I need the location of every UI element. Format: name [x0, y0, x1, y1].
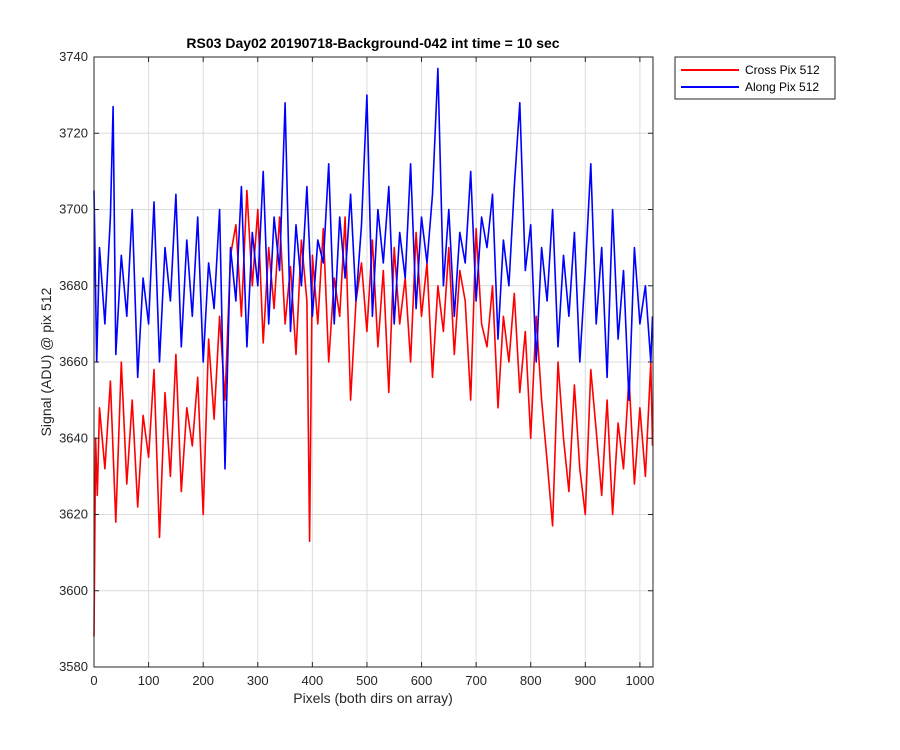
y-tick-label: 3700 [59, 202, 88, 217]
legend-label-cross: Cross Pix 512 [745, 63, 820, 77]
x-tick-label: 100 [138, 673, 160, 688]
x-tick-label: 600 [411, 673, 433, 688]
y-tick-label: 3620 [59, 507, 88, 522]
x-tick-label: 800 [520, 673, 542, 688]
legend-box [674, 56, 836, 100]
y-tick-label: 3640 [59, 430, 88, 445]
chart-title: RS03 Day02 20190718-Background-042 int t… [186, 35, 559, 51]
x-tick-label: 500 [356, 673, 378, 688]
x-tick-label: 700 [465, 673, 487, 688]
axis-ticks: 0 100 200 300 400 500 600 700 800 900 1000 3580 3600… [59, 49, 654, 688]
series-line-cross-pix [93, 189, 654, 637]
y-tick-label: 3600 [59, 583, 88, 598]
x-tick-label: 200 [192, 673, 214, 688]
y-tick-label: 3740 [59, 49, 88, 64]
x-tick-label: 400 [302, 673, 324, 688]
x-tick-label: 1000 [625, 673, 654, 688]
y-tick-label: 3720 [59, 125, 88, 140]
x-tick-label: 900 [574, 673, 596, 688]
series-line-along-pix [93, 67, 654, 470]
x-axis-title: Pixels (both dirs on array) [293, 690, 453, 706]
y-tick-label: 3660 [59, 354, 88, 369]
y-axis-title: Signal (ADU) @ pix 512 [38, 287, 54, 436]
legend-label-along: Along Pix 512 [745, 80, 819, 94]
x-tick-label: 300 [247, 673, 269, 688]
y-tick-label: 3680 [59, 278, 88, 293]
legend: Cross Pix 512 Along Pix 512 [674, 56, 836, 100]
x-tick-label: 0 [90, 673, 97, 688]
y-tick-label: 3580 [59, 659, 88, 674]
series-layer [93, 67, 654, 637]
